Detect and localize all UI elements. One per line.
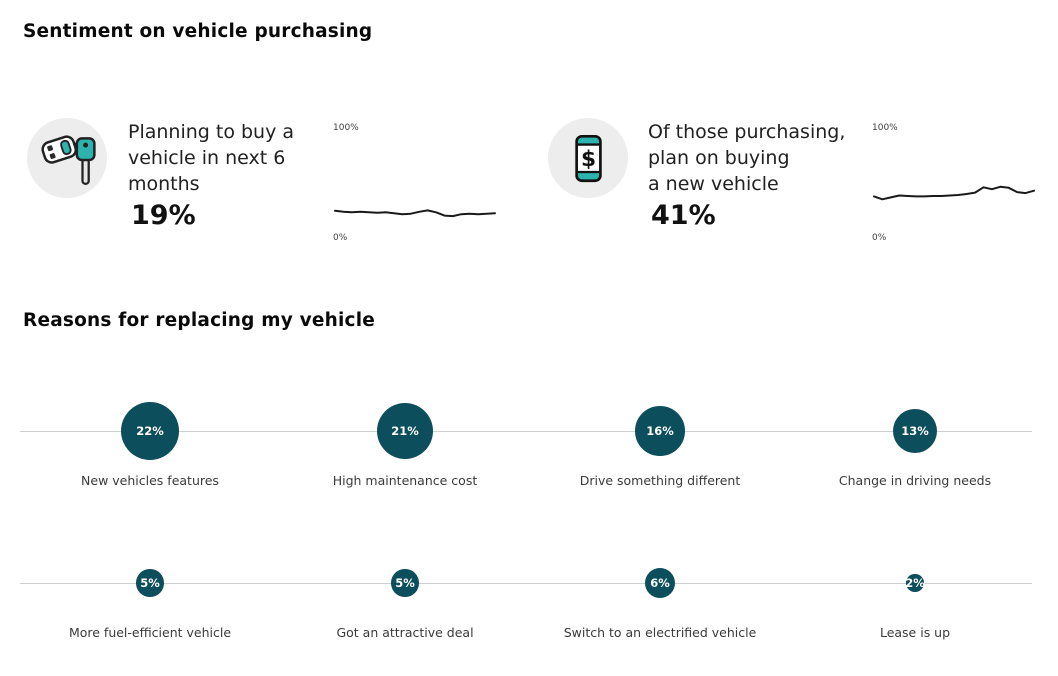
bubble-value: 2% [905, 575, 925, 590]
sparkline-path [873, 185, 1035, 201]
bubble-new-vehicles-features[interactable]: 22% [120, 401, 180, 461]
bubble-label: High maintenance cost [332, 473, 478, 488]
bubble-value: 22% [136, 423, 164, 438]
bubble-value: 16% [646, 423, 674, 438]
bubble-label: Drive something different [579, 473, 741, 488]
bubble-label: Switch to an electrified vehicle [563, 625, 757, 640]
gridline [20, 431, 1032, 432]
bubble-value: 6% [650, 575, 670, 590]
kpi-planning-to-buy: Planning to buy a vehicle in next 6 mont… [128, 119, 333, 231]
bubble-label: More fuel-efficient vehicle [68, 625, 232, 640]
axis-label-0: 0% [333, 233, 348, 243]
phone-dollar-icon-svg: $ [575, 134, 602, 183]
bubble-value: 5% [395, 575, 415, 590]
sparkline-planning-to-buy: 100% 0% [333, 123, 499, 243]
bubble-row-top: 22% New vehicles features 21% High maintena… [0, 400, 1058, 510]
bubble-got-an-attractive-deal[interactable]: 5% [391, 569, 419, 597]
bubble-value: 5% [140, 575, 160, 590]
bubble-value: 13% [901, 423, 929, 438]
bubble-row-bottom: 5% More fuel-efficient vehicle 5% Got an at… [0, 552, 1058, 662]
sparkline-planning-svg[interactable] [333, 135, 499, 231]
bubble-label: Change in driving needs [838, 473, 992, 488]
bubble-high-maintenance-cost[interactable]: 21% [376, 402, 434, 460]
kpi-buy-new-vehicle: Of those purchasing, plan on buying a ne… [648, 119, 873, 231]
kpi-value: 41% [651, 200, 716, 231]
axis-label-100: 100% [872, 123, 898, 133]
svg-text:$: $ [581, 147, 596, 172]
axis-label-100: 100% [333, 123, 359, 133]
bubble-label: New vehicles features [81, 473, 219, 488]
bubble-switch-to-an-electrified-vehicle[interactable]: 6% [644, 567, 676, 599]
axis-label-0: 0% [872, 233, 887, 243]
bubble-more-fuel-efficient-vehicle[interactable]: 5% [136, 569, 164, 597]
section-title-sentiment: Sentiment on vehicle purchasing [23, 21, 373, 42]
bubble-label: Lease is up [879, 625, 951, 640]
gridline [20, 583, 1032, 584]
bubble-value: 21% [391, 423, 419, 438]
kpi-label: Planning to buy a vehicle in next 6 mont… [128, 121, 295, 195]
phone-dollar-icon: $ [548, 118, 628, 198]
kpi-label: Of those purchasing, plan on buying a ne… [648, 121, 846, 195]
sparkline-buy-new-vehicle: 100% 0% [872, 123, 1038, 243]
sparkline-new-vehicle-svg[interactable] [872, 135, 1038, 231]
section-title-reasons: Reasons for replacing my vehicle [23, 310, 375, 331]
bubble-lease-is-up[interactable]: 2% [905, 574, 925, 592]
kpi-value: 19% [131, 200, 196, 231]
bubble-label: Got an attractive deal [336, 625, 474, 640]
bubble-drive-something-different[interactable]: 16% [635, 406, 685, 456]
car-key-icon-svg [41, 135, 96, 185]
bubble-change-in-driving-needs[interactable]: 13% [892, 408, 938, 454]
car-key-icon [27, 118, 107, 198]
sparkline-path [334, 209, 496, 218]
